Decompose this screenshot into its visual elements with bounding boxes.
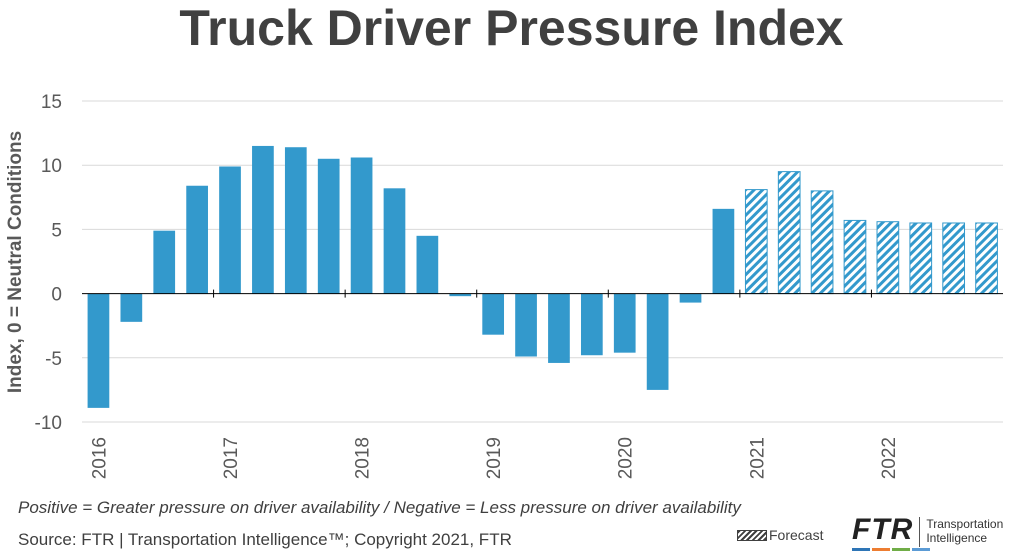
bar (252, 145, 274, 294)
chart-title: Truck Driver Pressure Index (179, 0, 844, 56)
source-note: Source: FTR | Transportation Intelligenc… (18, 530, 512, 549)
logo-stripe (892, 548, 910, 551)
y-tick-label: 5 (51, 220, 62, 241)
chart-caption: Positive = Greater pressure on driver av… (18, 498, 741, 517)
bar (646, 293, 669, 390)
x-tick-label: 2018 (353, 437, 374, 479)
bar (383, 188, 406, 294)
x-tick-label: 2019 (484, 437, 505, 479)
bar (186, 185, 208, 294)
y-tick-label: -5 (45, 349, 62, 370)
bar (284, 147, 307, 294)
bar (515, 293, 537, 357)
y-axis-label: Index, 0 = Neutral Conditions (5, 131, 26, 393)
bar (548, 293, 570, 363)
forecast-bar (843, 219, 867, 295)
forecast-bar (942, 222, 966, 295)
logo-stripe (912, 548, 930, 551)
ftr-logo: FTR Transportation Intelligence (852, 515, 1003, 551)
x-tick-label: 2017 (221, 437, 242, 479)
bars (87, 145, 998, 408)
bar (219, 166, 241, 294)
logo-mark: FTR (852, 513, 930, 551)
bar (350, 157, 373, 294)
forecast-bar (744, 189, 768, 295)
x-tick-label: 2020 (616, 437, 637, 479)
axes: 15 10 5 0 -5 -10 2016 2017 2018 2019 2020 2021 2022 (35, 92, 1003, 479)
legend-forecast-label: Forecast (769, 527, 824, 543)
forecast-bar (975, 222, 998, 295)
logo-stripes (852, 548, 932, 551)
y-tick-label: -10 (35, 413, 62, 434)
logo-stripe (872, 548, 890, 551)
x-tick-label: 2022 (879, 437, 900, 479)
forecast-bar (810, 190, 834, 295)
logo-divider (919, 517, 921, 547)
y-tick-label: 0 (51, 285, 62, 306)
y-tick-label: 10 (41, 156, 62, 177)
forecast-swatch-icon (737, 529, 767, 541)
logo-text: Transportation Intelligence (926, 515, 1003, 545)
bar (87, 293, 110, 408)
x-tick-label: 2021 (747, 437, 768, 479)
logo-line-2: Intelligence (926, 531, 988, 545)
logo-stripe (852, 548, 870, 551)
legend: Forecast (737, 527, 823, 543)
logo-line-1: Transportation (926, 517, 1004, 531)
bar (120, 293, 143, 322)
bar (449, 293, 472, 297)
x-tick-label: 2016 (89, 437, 110, 479)
bar (580, 293, 603, 356)
logo-mark-text: FTR (852, 513, 914, 546)
bar (317, 158, 340, 294)
y-tick-label: 15 (41, 92, 62, 113)
forecast-bar (777, 171, 801, 295)
bar (153, 230, 176, 294)
bar (482, 293, 505, 335)
forecast-bar (909, 222, 933, 295)
bar (613, 293, 636, 353)
bar (712, 208, 735, 294)
bar (416, 235, 439, 294)
bar (679, 293, 702, 303)
forecast-bar (876, 221, 900, 295)
